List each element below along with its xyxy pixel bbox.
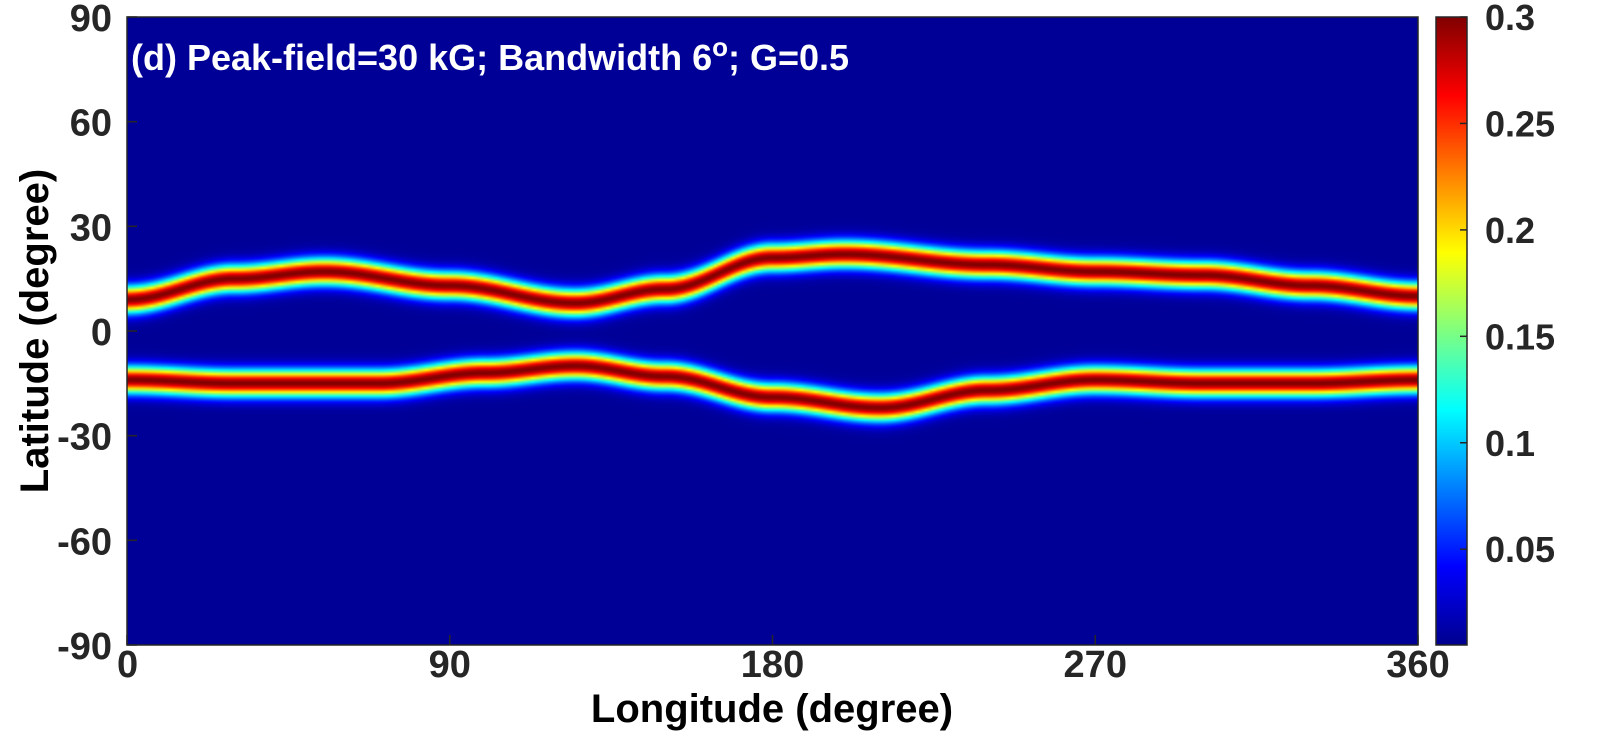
colorbar-tick-label: 0.2 <box>1485 210 1535 251</box>
y-tick-label: 60 <box>70 103 112 145</box>
x-axis: 0 90 180 270 360 <box>117 635 1450 686</box>
x-tick-label: 180 <box>741 644 804 686</box>
y-tick-label: -60 <box>57 521 112 563</box>
y-tick-label: 90 <box>70 0 112 40</box>
y-tick-label: 30 <box>70 207 112 249</box>
colorbar: 0.05 0.1 0.15 0.2 0.25 0.3 <box>1435 0 1555 646</box>
colorbar-gradient <box>1435 16 1468 646</box>
chart-title: (d) Peak-field=30 kG; Bandwidth 6o; G=0.… <box>131 32 849 78</box>
x-axis-title: Longitude (degree) <box>591 687 953 731</box>
y-tick-label: -30 <box>57 417 112 459</box>
heatmap-image <box>127 17 1418 645</box>
plot-area <box>126 16 1419 646</box>
title-main: (d) Peak-field=30 kG; Bandwidth 6 <box>131 37 712 78</box>
x-tick-label: 90 <box>429 644 471 686</box>
colorbar-tick-label: 0.1 <box>1485 423 1535 464</box>
x-tick-label: 0 <box>117 644 138 686</box>
y-axis: 90 60 30 0 -30 -60 -90 <box>57 0 137 668</box>
title-suffix: ; G=0.5 <box>728 37 849 78</box>
colorbar-ticks: 0.05 0.1 0.15 0.2 0.25 0.3 <box>1460 0 1555 570</box>
y-axis-title: Latitude (degree) <box>13 169 57 493</box>
colorbar-tick-label: 0.3 <box>1485 0 1535 38</box>
x-tick-label: 360 <box>1386 644 1449 686</box>
colorbar-tick-label: 0.25 <box>1485 103 1555 144</box>
y-tick-label: 0 <box>91 312 112 354</box>
x-tick-label: 270 <box>1064 644 1127 686</box>
y-tick-label: -90 <box>57 626 112 668</box>
title-superscript: o <box>712 32 728 62</box>
colorbar-tick-label: 0.05 <box>1485 529 1555 570</box>
colorbar-tick-label: 0.15 <box>1485 316 1555 357</box>
